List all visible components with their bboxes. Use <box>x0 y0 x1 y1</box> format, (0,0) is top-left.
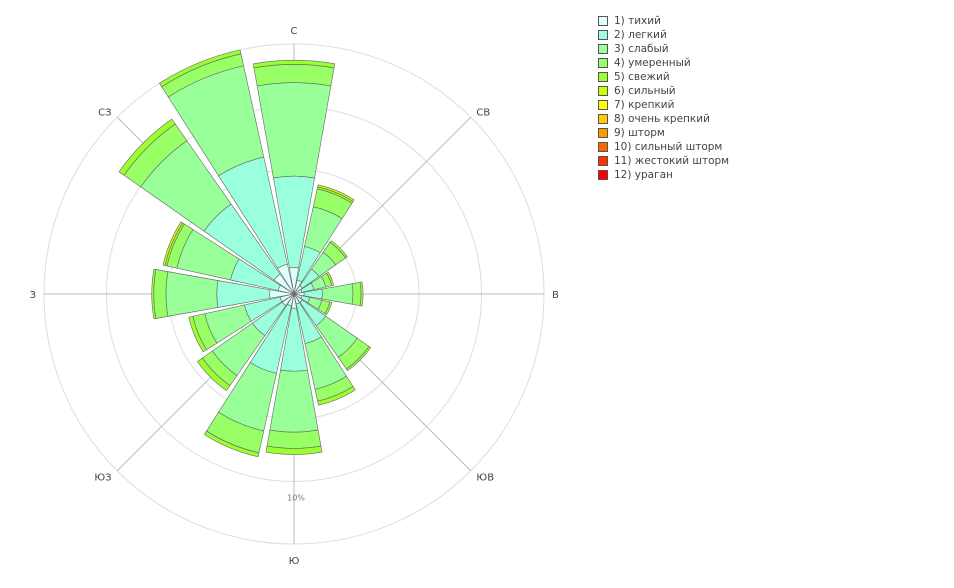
petal-segment <box>118 118 176 176</box>
legend-item[interactable]: 4) умеренный <box>598 56 729 70</box>
legend-swatch <box>598 72 608 82</box>
legend-swatch <box>598 58 608 68</box>
legend-swatch <box>598 114 608 124</box>
petal-segment <box>317 386 356 406</box>
direction-labels: С СВ В ЮВ Ю ЮЗ З СЗ 10% <box>30 26 559 567</box>
legend-swatch <box>598 30 608 40</box>
direction-label: ЮЗ <box>94 472 111 483</box>
legend-swatch <box>598 100 608 110</box>
petal-segment <box>253 64 335 87</box>
petal-segment <box>159 49 242 88</box>
petal-segment <box>196 357 231 392</box>
legend-swatch <box>598 16 608 26</box>
legend-item[interactable]: 3) слабый <box>598 42 729 56</box>
direction-label: ЮВ <box>476 472 494 483</box>
radial-tick-label: 10% <box>287 493 305 502</box>
petal-segment <box>326 271 335 287</box>
petal-segment <box>252 60 336 69</box>
direction-label: З <box>30 290 36 301</box>
petal-segment <box>256 82 332 179</box>
legend-item[interactable]: 5) свежий <box>598 70 729 84</box>
petal-segment <box>188 315 208 353</box>
legend-swatch <box>598 44 608 54</box>
petal-segment <box>269 369 319 433</box>
wind-petals <box>118 49 372 458</box>
legend-label: 1) тихий <box>614 15 661 27</box>
legend-label: 7) крепкий <box>614 99 675 111</box>
legend-swatch <box>598 128 608 138</box>
legend: 1) тихий 2) легкий 3) слабый 4) умеренный 5)… <box>598 14 729 182</box>
legend-item[interactable]: 2) легкий <box>598 28 729 42</box>
legend-item[interactable]: 11) жестокий шторм <box>598 154 729 168</box>
legend-item[interactable]: 12) ураган <box>598 168 729 182</box>
petal-segment <box>151 268 157 320</box>
legend-label: 6) сильный <box>614 85 676 97</box>
petal-segment <box>317 184 355 202</box>
petal-segment <box>345 345 372 372</box>
legend-label: 11) жестокий шторм <box>614 155 730 167</box>
direction-label: СВ <box>476 108 490 119</box>
petal-segment <box>162 221 184 266</box>
legend-swatch <box>598 156 608 166</box>
petal-segment <box>351 281 362 307</box>
legend-item[interactable]: 1) тихий <box>598 14 729 28</box>
petal-segment <box>359 281 364 307</box>
petal-segment <box>266 429 322 449</box>
petal-segment <box>153 269 169 319</box>
legend-label: 10) сильный шторм <box>614 141 723 153</box>
legend-label: 4) умеренный <box>614 57 691 69</box>
direction-label: В <box>552 290 559 301</box>
legend-item[interactable]: 6) сильный <box>598 84 729 98</box>
legend-label: 3) слабый <box>614 43 669 55</box>
legend-label: 2) легкий <box>614 29 667 41</box>
legend-swatch <box>598 86 608 96</box>
petal-segment <box>329 240 348 259</box>
legend-item[interactable]: 8) очень крепкий <box>598 112 729 126</box>
legend-swatch <box>598 142 608 152</box>
legend-label: 8) очень крепкий <box>614 113 710 125</box>
legend-item[interactable]: 9) шторм <box>598 126 729 140</box>
legend-swatch <box>598 170 608 180</box>
petal-segment <box>265 445 323 455</box>
direction-label: С <box>291 26 298 37</box>
legend-item[interactable]: 10) сильный шторм <box>598 140 729 154</box>
petal-segment <box>165 271 219 317</box>
petal-segment <box>203 430 260 458</box>
legend-label: 12) ураган <box>614 169 673 181</box>
legend-label: 5) свежий <box>614 71 670 83</box>
direction-label: СЗ <box>98 108 111 119</box>
petal-segment <box>324 301 333 316</box>
legend-label: 9) шторм <box>614 127 665 139</box>
direction-label: Ю <box>289 556 300 567</box>
legend-item[interactable]: 7) крепкий <box>598 98 729 112</box>
